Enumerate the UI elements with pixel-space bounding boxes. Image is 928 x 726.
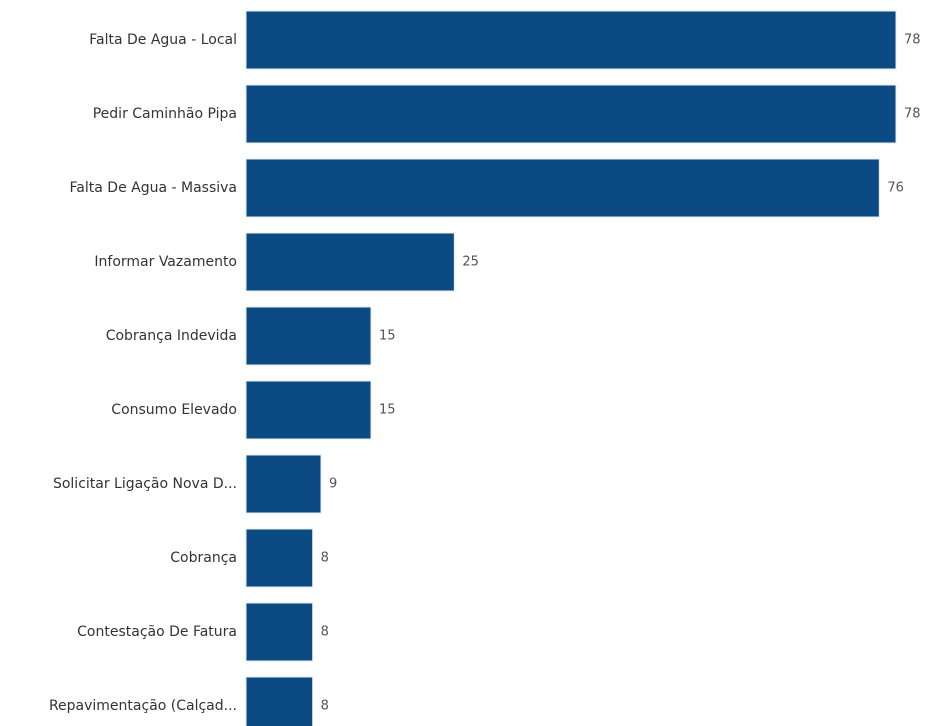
data-label: 78 [904,33,921,48]
data-label: 76 [887,181,904,196]
bar[interactable] [245,10,897,70]
bar[interactable] [245,232,455,292]
bar[interactable] [245,158,880,218]
data-label: 15 [379,329,396,344]
category-label: Informar Vazamento [94,254,237,270]
data-label: 15 [379,403,396,418]
bar[interactable] [245,454,322,514]
bar[interactable] [245,528,314,588]
category-label: Pedir Caminhão Pipa [93,106,237,122]
bar[interactable] [245,84,897,144]
category-label: Solicitar Ligação Nova D... [53,476,237,492]
bar[interactable] [245,676,314,726]
category-label: Cobrança Indevida [106,328,237,344]
category-label: Cobrança [170,550,237,566]
category-label: Repavimentação (Calçad... [49,698,237,714]
data-label: 9 [329,477,337,492]
category-label: Falta De Agua - Local [89,32,237,48]
data-label: 8 [321,699,329,714]
data-label: 25 [462,255,479,270]
data-label: 8 [321,625,329,640]
category-label: Contestação De Fatura [77,624,237,640]
data-label: 78 [904,107,921,122]
bar[interactable] [245,602,314,662]
category-label: Falta De Agua - Massiva [70,180,237,196]
data-label: 8 [321,551,329,566]
bar[interactable] [245,380,372,440]
category-label: Consumo Elevado [111,402,237,418]
bar[interactable] [245,306,372,366]
